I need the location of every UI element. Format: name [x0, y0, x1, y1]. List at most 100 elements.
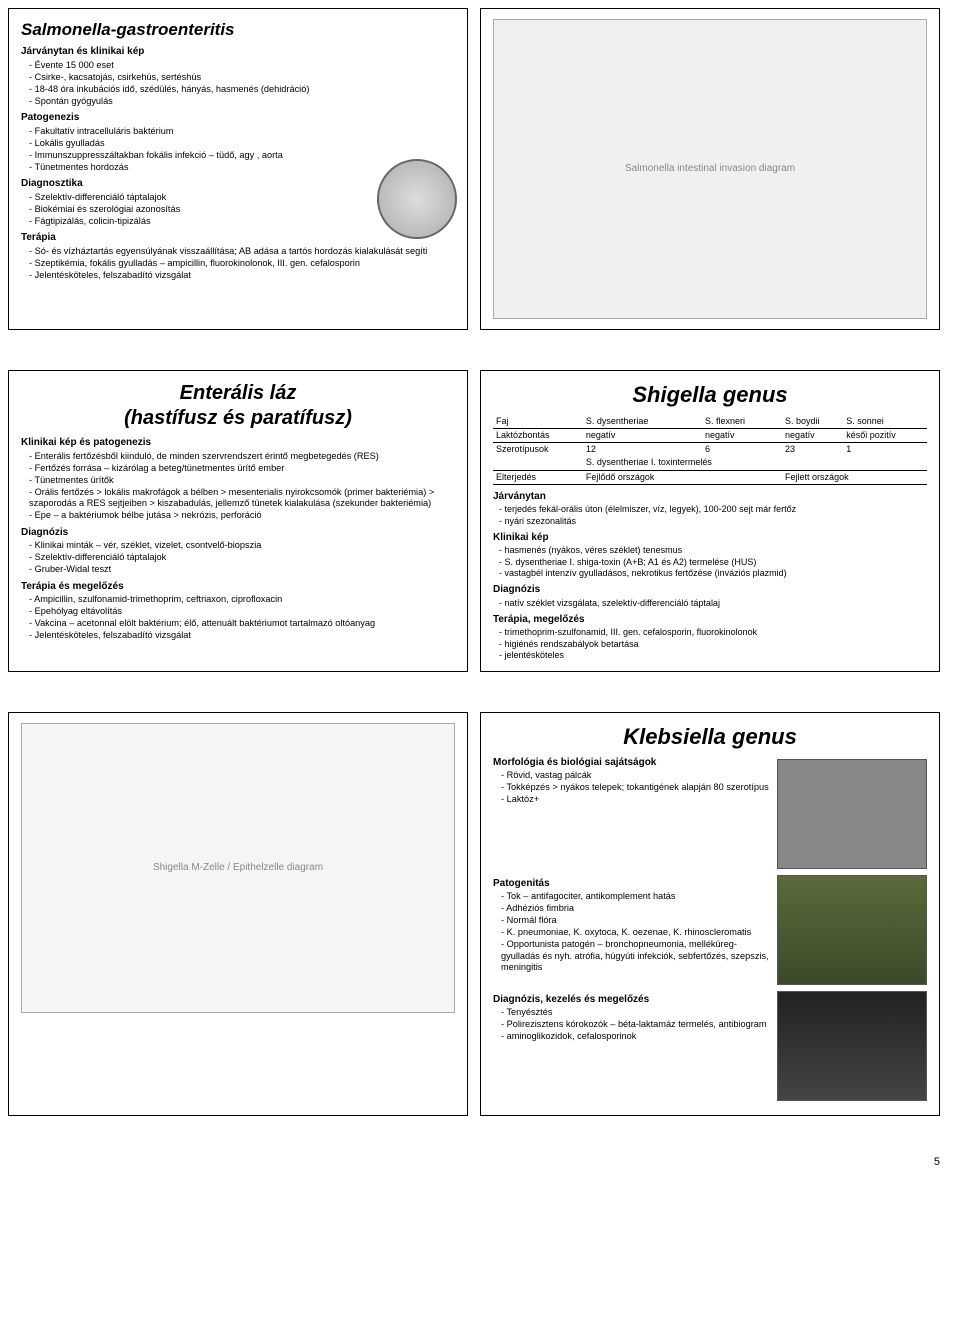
list-item: Tok – antifagociter, antikomplement hatá… [501, 891, 783, 903]
list-item: Laktóz+ [501, 794, 783, 806]
slide-shigella-genus: Shigella genus Faj S. dysentheriae S. fl… [480, 370, 940, 672]
table-cell: negatív [702, 428, 782, 442]
list-item: Immunszuppresszáltakban fokális infekció… [29, 150, 455, 162]
table-cell [843, 456, 927, 470]
section-heading: Klinikai kép és patogenezis [21, 437, 455, 450]
shigella-table: Faj S. dysentheriae S. flexneri S. boydi… [493, 415, 927, 485]
table-cell: 12 [583, 443, 702, 457]
table-cell: 23 [782, 443, 843, 457]
section-heading: Terápia [21, 232, 455, 245]
list-item: K. pneumoniae, K. oxytoca, K. oezenae, K… [501, 927, 783, 939]
list-item: Csirke-, kacsatojás, csirkehús, sertéshú… [29, 72, 455, 84]
list-item: Lokális gyulladás [29, 138, 455, 150]
table-cell: Laktózbontás [493, 428, 583, 442]
section-heading: Terápia és megelőzés [21, 581, 455, 594]
table-cell: S. dysentheriae I. toxintermelés [583, 456, 782, 470]
list-item: Adhéziós fimbria [501, 903, 783, 915]
slide-title: Enterális láz (hastífusz és paratífusz) [21, 381, 455, 431]
list-item: Fakultatív intracelluláris baktérium [29, 126, 455, 138]
table-cell: S. sonnei [843, 415, 927, 429]
list-item: Spontán gyógyulás [29, 96, 455, 108]
section-heading: Diagnózis [493, 584, 927, 597]
list-item: Klinikai minták – vér, széklet, vizelet,… [29, 540, 455, 552]
table-cell: Fejlődő országok [583, 470, 782, 484]
table-cell: Faj [493, 415, 583, 429]
section-heading: Terápia, megelőzés [493, 614, 927, 627]
bullet-list: Rövid, vastag pálcák Tokképzés > nyákos … [493, 770, 783, 806]
list-item: nyári szezonalitás [499, 516, 927, 527]
microscopy-image [777, 759, 927, 869]
bullet-list: Fakultatív intracelluláris baktérium Lok… [21, 126, 455, 174]
note-list: natív széklet vizsgálata, szelektív-diff… [493, 598, 927, 609]
slide-salmonella-diagram: Salmonella intestinal invasion diagram [480, 8, 940, 330]
slide-title: Salmonella-gastroenteritis [21, 19, 455, 40]
list-item: Tünetmentes ürítők [29, 475, 455, 487]
table-cell: késői pozitív [843, 428, 927, 442]
list-item: Fertőzés forrása – kizárólag a beteg/tün… [29, 463, 455, 475]
list-item: jelentésköteles [499, 650, 927, 661]
bullet-list: Klinikai minták – vér, széklet, vizelet,… [21, 540, 455, 576]
list-item: vastagbél intenzív gyulladásos, nekrotik… [499, 568, 927, 579]
table-cell: Szerotípusok [493, 443, 583, 457]
list-item: Gruber-Widal teszt [29, 564, 455, 576]
list-item: Epehólyag eltávolítás [29, 606, 455, 618]
bullet-list: Enterális fertőzésből kiinduló, de minde… [21, 451, 455, 522]
table-cell [493, 456, 583, 470]
list-item: Jelentésköteles, felszabadító vizsgálat [29, 270, 455, 282]
list-item: Jelentésköteles, felszabadító vizsgálat [29, 630, 455, 642]
table-cell: 1 [843, 443, 927, 457]
bullet-list: Só- és vízháztartás egyensúlyának vissza… [21, 246, 455, 282]
list-item: Szeptikémia, fokális gyulladás – ampicil… [29, 258, 455, 270]
note-list: terjedés fekál-orális úton (élelmiszer, … [493, 504, 927, 527]
table-cell: S. dysentheriae [583, 415, 702, 429]
section-heading: Patogenezis [21, 112, 455, 125]
list-item: Opportunista patogén – bronchopneumonia,… [501, 939, 783, 974]
slide-shigella-diagram: Shigella M-Zelle / Epithelzelle diagram [8, 712, 468, 1116]
table-cell: 6 [702, 443, 782, 457]
slide-title: Klebsiella genus [493, 723, 927, 751]
section-heading: Klinikai kép [493, 532, 927, 545]
table-cell: Elterjedés [493, 470, 583, 484]
table-cell: S. flexneri [702, 415, 782, 429]
list-item: hasmenés (nyákos, véres széklet) tenesmu… [499, 545, 927, 556]
slide-klebsiella-genus: Klebsiella genus Morfológia és biológiai… [480, 712, 940, 1116]
slide-title: Shigella genus [493, 381, 927, 409]
list-item: S. dysentheriae I. shiga-toxin (A+B; A1 … [499, 557, 927, 568]
list-item: trimethoprim-szulfonamid, III. gen. cefa… [499, 627, 927, 638]
note-list: trimethoprim-szulfonamid, III. gen. cefa… [493, 627, 927, 661]
list-item: Vakcina – acetonnal elölt baktérium; élő… [29, 618, 455, 630]
list-item: Normál flóra [501, 915, 783, 927]
list-item: aminoglikozidok, cefalosporinok [501, 1031, 783, 1043]
list-item: Epe – a baktériumok bélbe jutása > nekró… [29, 510, 455, 522]
table-cell [782, 456, 843, 470]
bullet-list: Tok – antifagociter, antikomplement hatá… [493, 891, 783, 974]
slide-salmonella-gastroenteritis: Salmonella-gastroenteritis Járványtan és… [8, 8, 468, 330]
note-list: hasmenés (nyákos, véres széklet) tenesmu… [493, 545, 927, 579]
page-number: 5 [8, 1156, 952, 1168]
section-heading: Járványtan [493, 491, 927, 504]
section-heading: Patogenitás [493, 878, 783, 891]
list-item: higiénés rendszabályok betartása [499, 639, 927, 650]
list-item: Évente 15 000 eset [29, 60, 455, 72]
table-cell: Fejlett országok [782, 470, 927, 484]
petri-dish-image [377, 159, 457, 239]
list-item: Ampicillin, szulfonamid-trimethoprim, ce… [29, 594, 455, 606]
bullet-list: Ampicillin, szulfonamid-trimethoprim, ce… [21, 594, 455, 642]
list-item: Tenyésztés [501, 1007, 783, 1019]
list-item: Rövid, vastag pálcák [501, 770, 783, 782]
list-item: 18-48 óra inkubációs idő, szédülés, hány… [29, 84, 455, 96]
section-heading: Diagnózis, kezelés és megelőzés [493, 994, 783, 1007]
list-item: terjedés fekál-orális úton (élelmiszer, … [499, 504, 927, 515]
agar-plate-image [777, 875, 927, 985]
list-item: Tokképzés > nyákos telepek; tokantigének… [501, 782, 783, 794]
bullet-list: Évente 15 000 eset Csirke-, kacsatojás, … [21, 60, 455, 108]
slide-enteralis-laz: Enterális láz (hastífusz és paratífusz) … [8, 370, 468, 672]
list-item: Polirezisztens kórokozók – béta-laktamáz… [501, 1019, 783, 1031]
section-heading: Járványtan és klinikai kép [21, 46, 455, 59]
table-cell: negatív [583, 428, 702, 442]
list-item: Orális fertőzés > lokális makrofágok a b… [29, 487, 455, 510]
cell-diagram-image: Shigella M-Zelle / Epithelzelle diagram [21, 723, 455, 1013]
xray-image [777, 991, 927, 1101]
section-heading: Morfológia és biológiai sajátságok [493, 757, 783, 770]
intestinal-diagram-image: Salmonella intestinal invasion diagram [493, 19, 927, 319]
